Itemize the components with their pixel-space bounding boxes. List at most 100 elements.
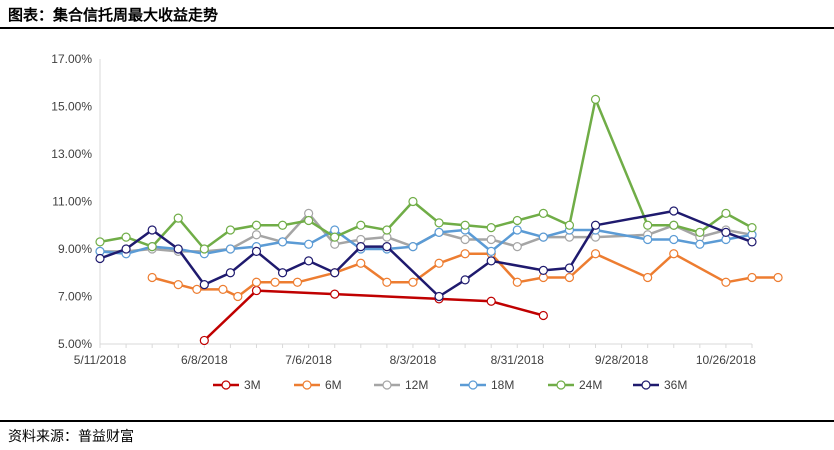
series-12m [95, 208, 757, 256]
series-24m-point [173, 213, 183, 223]
series-36m-point [721, 227, 731, 237]
series-36m-point [747, 237, 757, 247]
series-6m-point [721, 277, 731, 287]
legend-label: 3M [244, 378, 261, 392]
series-36m-point [173, 244, 183, 254]
legend-label: 18M [491, 378, 514, 392]
x-tick-label: 10/26/2018 [696, 353, 756, 367]
series-36m-point [304, 256, 314, 266]
series-6m-point [669, 249, 679, 259]
series-3m-point [538, 310, 548, 321]
series-36m-point [460, 275, 470, 285]
series-3m-point [251, 285, 262, 296]
series-18m-point [304, 239, 314, 249]
series-6m-point [460, 249, 470, 259]
series-18m-point [512, 225, 522, 235]
series-6m-point [590, 249, 601, 259]
series-24m-point [95, 237, 105, 247]
series-6m-point [408, 277, 418, 287]
series-36m-point [121, 244, 131, 254]
series-6m-point [270, 277, 280, 287]
series-24m-point [356, 220, 366, 230]
legend-marker [556, 380, 566, 390]
series-36m-point [330, 268, 340, 278]
x-tick-label: 7/6/2018 [285, 353, 332, 367]
series-18m-point [408, 242, 418, 252]
series-24m-point [460, 220, 470, 230]
series-36m-point [434, 291, 444, 302]
series-24m-point [121, 232, 131, 242]
series-36m-point [95, 253, 105, 264]
series-24m-point [147, 242, 157, 252]
legend-item-6m: 6M [294, 378, 342, 392]
series-24m-point [695, 227, 705, 237]
series-24m-point [564, 220, 575, 230]
legend-label: 12M [405, 378, 428, 392]
legend-marker [468, 380, 478, 390]
y-tick-label: 17.00% [51, 52, 92, 66]
legend-item-24m: 24M [548, 378, 602, 392]
series-18m-point [695, 239, 705, 249]
series-3m-line [203, 289, 544, 342]
series-24m [95, 94, 757, 254]
series-3m-point [330, 289, 340, 299]
series-6m-point [292, 277, 303, 287]
series-6m-point [356, 258, 366, 268]
series-layer [95, 94, 783, 346]
series-6m-point [233, 291, 243, 302]
y-tick-label: 7.00% [58, 290, 92, 304]
series-24m-line [99, 98, 753, 251]
top-divider [0, 27, 834, 29]
series-6m-point [147, 272, 157, 283]
legend-label: 6M [325, 378, 342, 392]
series-24m-point [277, 220, 288, 230]
series-36m [95, 206, 757, 302]
y-tick-label: 15.00% [51, 100, 92, 114]
series-24m-point [304, 215, 314, 226]
legend-label: 36M [664, 378, 687, 392]
legend-item-18m: 18M [460, 378, 514, 392]
series-36m-point [277, 268, 288, 278]
series-6m-point [218, 284, 228, 294]
series-12m-point [486, 234, 496, 245]
x-tick-label: 8/3/2018 [390, 353, 437, 367]
series-3m-point [486, 296, 496, 306]
series-3m [199, 285, 548, 346]
legend-marker [641, 380, 651, 390]
series-24m-point [590, 94, 601, 104]
series-6m-point [564, 272, 575, 283]
y-tick-label: 9.00% [58, 242, 92, 256]
series-24m-point [721, 208, 731, 218]
y-tick-label: 11.00% [52, 195, 92, 209]
series-12m-point [512, 242, 522, 252]
series-24m-point [199, 244, 209, 254]
x-tick-label: 9/28/2018 [595, 353, 649, 367]
y-tick-label: 5.00% [58, 337, 92, 351]
series-36m-point [225, 268, 235, 278]
series-6m [147, 249, 783, 302]
series-6m-point [773, 272, 783, 283]
series-36m-point [564, 263, 575, 273]
legend-marker [382, 380, 392, 390]
series-24m-point [538, 208, 548, 218]
y-axis: 5.00% 7.00% 9.00% 11.00% 13.00% 15.00% 17.00% [51, 52, 101, 351]
series-18m-point [486, 246, 496, 256]
series-12m-point [251, 230, 262, 240]
series-24m-point [225, 225, 235, 235]
series-6m-point [382, 277, 392, 287]
legend-item-3m: 3M [213, 378, 261, 392]
series-18m-point [434, 227, 444, 237]
source-note: 资料来源：普益财富 [8, 429, 134, 445]
series-6m-point [173, 280, 183, 290]
x-tick-label: 5/11/2018 [74, 353, 127, 367]
series-24m-point [330, 232, 340, 242]
legend-marker [302, 380, 312, 390]
x-tick-label: 6/8/2018 [181, 353, 228, 367]
series-18m-point [225, 244, 235, 254]
series-36m-point [199, 280, 209, 290]
series-3m-point [199, 335, 209, 346]
series-18m-point [277, 237, 288, 247]
series-36m-point [538, 265, 548, 275]
line-chart: 5.00%7.00%9.00%11.00%13.00%15.00%17.00% … [51, 52, 783, 392]
legend: 3M 6M 12M 18M 24M 36M [213, 378, 687, 392]
